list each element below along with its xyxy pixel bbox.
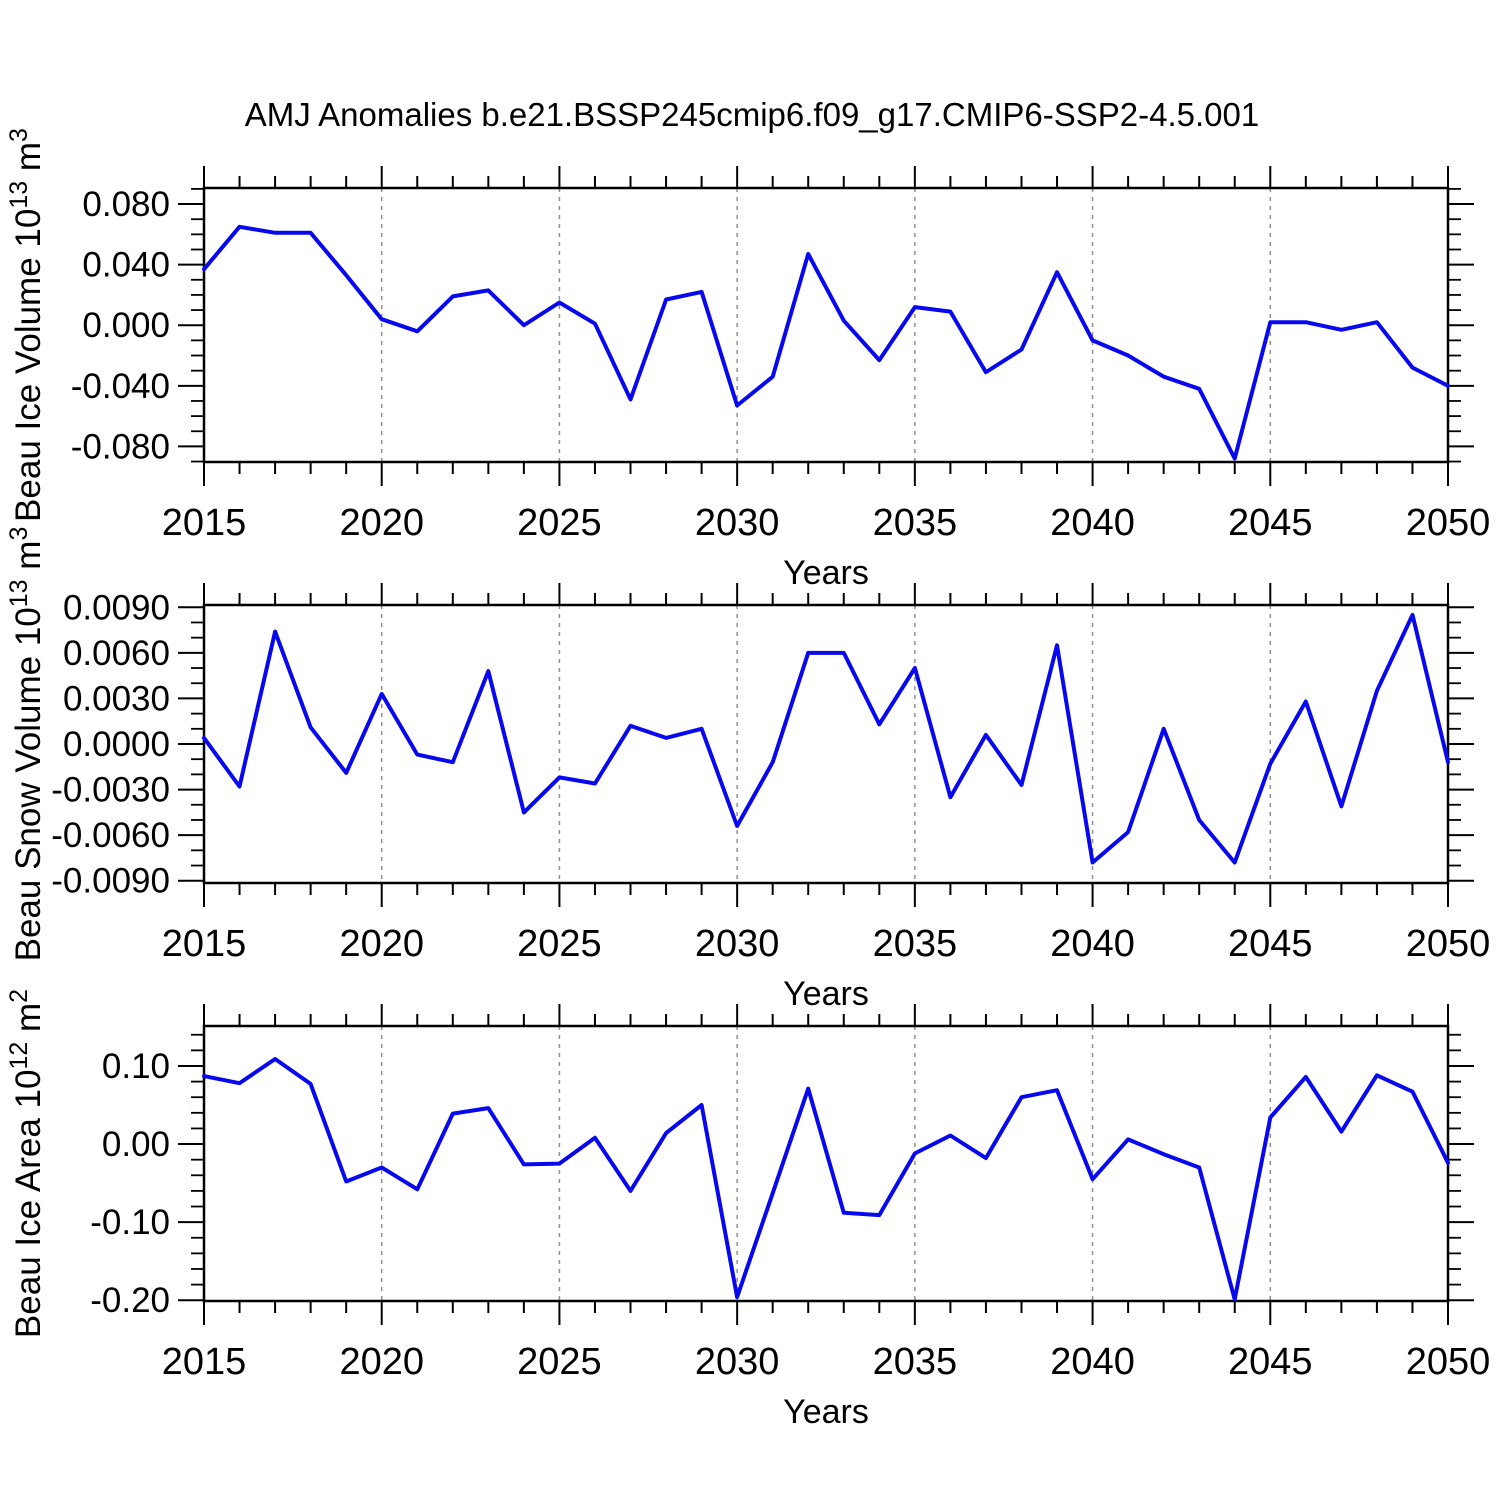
y-tick-label: -0.040 [71,367,170,406]
y-tick-label: 0.040 [82,246,170,285]
y-tick-label: 0.0090 [63,588,170,627]
panel-ice-area: 2015 2020 2025 2030 2035 2040 2045 2050 0.10 0.00… [5,989,1490,1431]
x-tick-label: 2050 [1406,1341,1491,1383]
series-line [202,224,1450,461]
y-tick-label: -0.20 [90,1281,170,1320]
y-tick-label: 0.00 [102,1125,170,1164]
y-tick-label: -0.0060 [51,816,170,855]
x-tick-label: 2045 [1228,1341,1313,1383]
y-tick-label: 0.0030 [63,679,170,718]
figure-title: AMJ Anomalies b.e21.BSSP245cmip6.f09_g17… [245,96,1259,133]
panel-snow-volume: 2015 2020 2025 2030 2035 2040 2045 2050 0.0090 0.… [5,527,1490,1013]
y-tick-label: -0.0090 [51,862,170,901]
x-axis-title: Years [783,554,869,592]
x-tick-label: 2035 [873,1341,958,1383]
x-tick-label: 2035 [873,923,958,965]
x-tick-label: 2040 [1050,502,1135,544]
panel-ice-volume: 2015 2020 2025 2030 2035 2040 2045 2050 0.080 0.0… [5,128,1490,592]
x-axis-title: Years [783,1393,869,1431]
y-tick-label: -0.0030 [51,771,170,810]
y-tick-label: -0.10 [90,1203,170,1242]
x-axis-title: Years [783,975,869,1013]
x-tick-label: 2035 [873,502,958,544]
series-line [202,1057,1450,1302]
x-tick-label: 2040 [1050,923,1135,965]
x-tick-label: 2025 [517,502,602,544]
x-tick-label: 2030 [695,1341,780,1383]
y-tick-label: -0.080 [71,427,170,466]
x-tick-label: 2030 [695,502,780,544]
x-tick-label: 2025 [517,1341,602,1383]
y-axis-title: Beau Ice Volume 1013 m3 [5,128,48,522]
x-tick-label: 2030 [695,923,780,965]
x-tick-label: 2045 [1228,923,1313,965]
y-tick-label: 0.10 [102,1047,170,1086]
plot-border [202,603,1450,885]
x-tick-label: 2025 [517,923,602,965]
x-tick-label: 2020 [339,502,424,544]
x-tick-label: 2015 [162,923,247,965]
plot-border [202,186,1450,464]
series-line [202,612,1450,865]
x-tick-label: 2015 [162,1341,247,1383]
x-tick-label: 2050 [1406,923,1491,965]
x-tick-label: 2020 [339,923,424,965]
x-tick-label: 2040 [1050,1341,1135,1383]
plots-container: 2015 2020 2025 2030 2035 2040 2045 2050 0.080 0.0… [5,128,1490,1431]
x-tick-label: 2020 [339,1341,424,1383]
x-tick-label: 2015 [162,502,247,544]
x-tick-label: 2045 [1228,502,1313,544]
y-tick-label: 0.000 [82,306,170,345]
x-tick-label: 2050 [1406,502,1491,544]
y-tick-label: 0.0060 [63,634,170,673]
y-tick-label: 0.0000 [63,725,170,764]
y-axis-title: Beau Snow Volume 1013 m3 [5,527,48,962]
y-tick-label: 0.080 [82,185,170,224]
y-axis-title: Beau Ice Area 1012 m2 [5,989,48,1338]
